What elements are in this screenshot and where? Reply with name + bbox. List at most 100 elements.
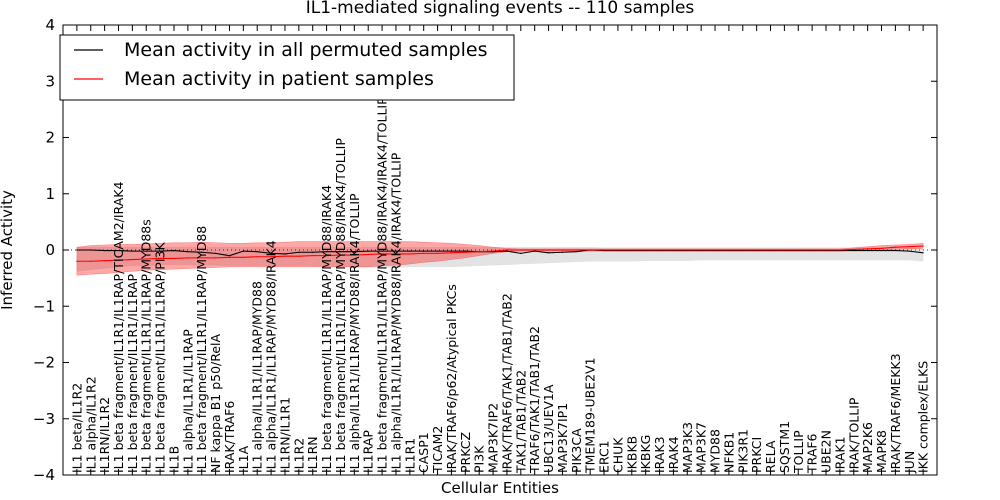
data-point-patient [631, 249, 633, 251]
data-point-patient [298, 255, 300, 257]
x-tick-label: NF kappa B1 p50/RelA [208, 333, 223, 473]
y-tick-label: 2 [45, 129, 55, 147]
data-point-patient [547, 249, 550, 251]
data-point-patient [117, 259, 120, 261]
data-point-patient [534, 249, 536, 251]
data-point-permuted [90, 249, 92, 251]
data-point-patient [381, 253, 383, 255]
x-tick-label: TRAF6 [805, 433, 820, 474]
data-point-permuted [145, 250, 147, 252]
data-point-permuted [242, 250, 244, 252]
data-point-patient [561, 249, 564, 251]
data-point-permuted [381, 250, 383, 252]
data-point-patient [922, 245, 924, 247]
data-point-patient [742, 249, 744, 251]
x-tick-label: IL1RAP [361, 430, 376, 473]
x-tick-label: IRAK/TRAF6/MEKK3 [888, 353, 903, 473]
y-tick-label: −1 [33, 297, 55, 315]
x-tick-label: IRAK/TOLLIP [846, 397, 861, 473]
legend-box [59, 34, 515, 101]
x-tick-label: IRAK/TRAF6 [222, 401, 237, 473]
data-point-permuted [325, 251, 328, 253]
data-point-permuted [450, 250, 453, 252]
x-tick-label: IL1RN [305, 436, 320, 473]
data-point-patient [603, 249, 605, 251]
x-tick-label: IL1 beta fragment/IL1R1/IL1RAP/MYD88/IRA… [333, 138, 348, 473]
x-tick-label: MAP3K7IP2 [486, 403, 501, 473]
data-point-patient [700, 249, 702, 251]
legend: Mean activity in all permuted samples Me… [59, 34, 515, 101]
x-tick-label: UBE2N [819, 430, 834, 473]
x-tick-label: NFKB1 [721, 432, 736, 473]
data-point-patient [325, 255, 328, 257]
x-tick-label: IL1 beta/IL1R2 [69, 383, 84, 473]
y-axis-label: Inferred Activity [0, 190, 16, 310]
plot-frame [62, 24, 938, 476]
legend-label-patient: Mean activity in patient samples [124, 68, 434, 90]
data-point-patient [270, 256, 272, 258]
data-point-permuted [561, 251, 564, 253]
series-lines [76, 245, 924, 262]
data-point-permuted [228, 255, 231, 257]
x-tick-label: IL1 beta fragment/IL1R1/IL1RAP/MYD88/IRA… [319, 185, 334, 473]
data-point-permuted [353, 251, 355, 253]
y-axis-ticks: −4 −3 −2 −1 0 1 2 3 4 [33, 16, 937, 484]
data-point-permuted [76, 249, 78, 251]
series-line-permuted [76, 249, 924, 257]
data-point-permuted [534, 250, 536, 252]
x-tick-label: IL1RN/IL1R1 [277, 397, 292, 473]
data-point-permuted [506, 250, 508, 252]
data-point-permuted [159, 250, 161, 252]
data-point-patient [908, 246, 910, 248]
data-point-patient [173, 257, 175, 260]
data-point-permuted [547, 252, 550, 254]
data-point-patient [575, 249, 577, 251]
data-point-patient [187, 257, 189, 259]
data-point-permuted [853, 249, 855, 252]
data-point-patient [242, 256, 244, 258]
data-point-patient [839, 249, 841, 251]
data-point-patient [492, 250, 494, 252]
x-tick-label: IRAK4 [666, 436, 681, 473]
x-tick-label: TAK1/TAB1/TAB2 [513, 370, 528, 474]
data-point-permuted [367, 250, 369, 252]
data-point-patient [395, 253, 397, 255]
data-point-permuted [215, 252, 217, 254]
data-point-patient [769, 249, 772, 251]
data-point-patient [520, 249, 522, 251]
x-tick-label: IL1 alpha/IL1R1/IL1RAP/MYD88/IRAK4 [264, 240, 279, 473]
x-tick-label: CHUK [610, 437, 625, 473]
data-point-patient [76, 260, 78, 262]
y-tick-label: 4 [45, 16, 55, 34]
data-point-patient [686, 249, 688, 251]
x-tick-label: PIK3R1 [735, 429, 750, 473]
x-tick-label: MAP3K7 [694, 422, 709, 473]
series-line-patient [76, 245, 924, 262]
data-point-permuted [201, 251, 203, 253]
x-tick-label: MAP2K6 [860, 422, 875, 473]
data-point-patient [312, 255, 314, 257]
data-point-patient [215, 257, 217, 259]
data-point-patient [783, 249, 786, 251]
data-point-patient [728, 249, 730, 251]
x-tick-label: IL1 alpha/IL1R1/IL1RAP/MYD88/IRAK4/IRAK4… [388, 152, 403, 473]
data-point-patient [228, 256, 231, 258]
x-tick-label: IRAK/TRAF6/TAK1/TAB1/TAB2 [499, 293, 514, 473]
x-tick-label: IRAK3 [652, 436, 667, 473]
x-tick-label: JUN [902, 451, 917, 474]
data-point-permuted [409, 250, 411, 252]
data-point-patient [894, 246, 896, 248]
x-tick-label: PI3K [472, 445, 487, 473]
x-tick-label: IL1 beta fragment/IL1R1/IL1RAP/TICAM2/IR… [111, 182, 126, 473]
data-point-patient [589, 249, 591, 251]
data-point-patient [131, 258, 133, 261]
x-tick-label: MAP3K3 [680, 422, 695, 473]
data-point-patient [478, 251, 480, 253]
data-point-patient [811, 249, 813, 251]
data-point-patient [464, 251, 466, 253]
data-point-permuted [256, 251, 258, 253]
x-tick-label: IKK complex/ELKS [916, 361, 931, 473]
data-point-patient [880, 247, 883, 249]
x-tick-label: PIK3CA [569, 428, 584, 473]
